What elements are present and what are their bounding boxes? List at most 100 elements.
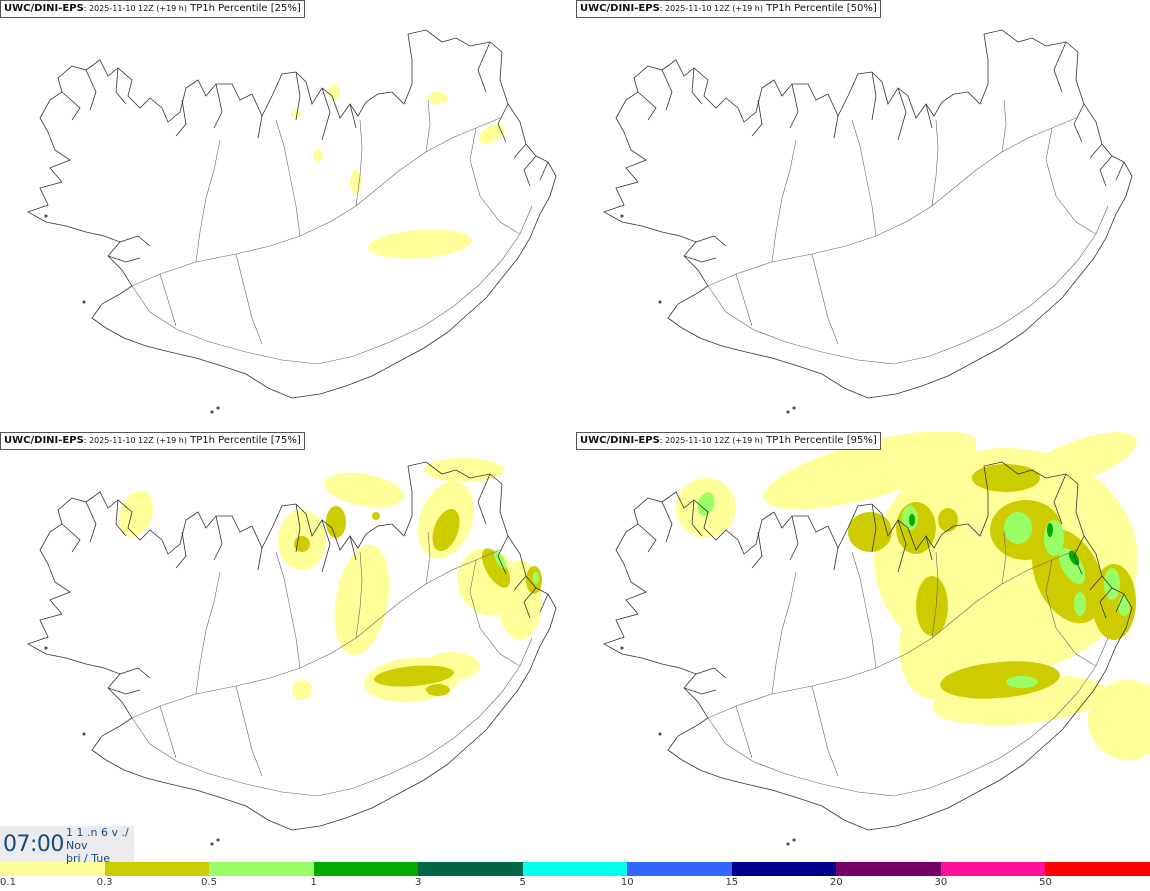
panel-variable: TP1h Percentile: [186, 435, 271, 446]
precip-area: [916, 576, 948, 636]
precip-area: [848, 512, 892, 552]
panel-run-info: : 2025-11-10 12Z (+19 h): [659, 436, 763, 445]
precip-area: [350, 170, 362, 194]
fjord-line: [789, 515, 799, 561]
colorbar-segment: [522, 862, 628, 876]
iceland-map: [27, 458, 557, 846]
precip-area: [368, 229, 472, 259]
island: [792, 838, 796, 842]
colorbar-tick-label: 0.5: [201, 877, 218, 888]
fjord-line: [295, 503, 301, 553]
road-line: [735, 705, 753, 759]
precip-shading: [118, 458, 542, 703]
panel-percentile: [75%]: [270, 435, 301, 446]
fjord-line: [1099, 587, 1113, 619]
road-line: [425, 531, 431, 585]
precip-area: [1092, 564, 1136, 640]
road-line: [275, 551, 301, 669]
iceland-outline: [27, 29, 557, 399]
precip-area: [1058, 547, 1086, 585]
colorbar-segment: [104, 862, 210, 876]
fjord-line: [1073, 103, 1085, 143]
island: [216, 838, 220, 842]
fjord-line: [85, 69, 97, 111]
fjord-line: [925, 103, 933, 129]
fjord-line: [349, 103, 357, 129]
precip-area: [1104, 568, 1120, 600]
road-line: [195, 139, 221, 263]
fjord-line: [833, 547, 839, 571]
road-line: [811, 685, 839, 777]
road-line: [355, 119, 363, 207]
map-panel-p95: UWC/DINI-EPS: 2025-11-10 12Z (+19 h) TP1…: [576, 432, 1150, 862]
panel-source: UWC/DINI-EPS: [580, 3, 660, 14]
fjord-line: [1099, 155, 1113, 187]
iceland-map: [27, 29, 557, 414]
fjord-line: [513, 143, 527, 159]
road-line: [275, 119, 301, 237]
road-line: [425, 99, 431, 153]
road-line: [851, 551, 877, 669]
fjord-line: [539, 161, 549, 181]
island: [620, 214, 624, 218]
colorbar-tick-label: 15: [725, 877, 739, 888]
precip-area: [1047, 523, 1053, 537]
fjord-line: [925, 535, 933, 561]
fjord-line: [871, 71, 877, 121]
fjord-line: [789, 83, 799, 129]
road-line: [131, 549, 501, 719]
panel-percentile: [50%]: [846, 3, 877, 14]
iceland-map: [603, 432, 1150, 846]
road-network: [131, 531, 533, 797]
precip-area: [533, 572, 539, 584]
fjord-line: [497, 103, 509, 143]
precip-area: [334, 544, 390, 656]
colorbar-segment: [0, 862, 105, 876]
road-line: [931, 119, 939, 207]
fjord-line: [85, 501, 97, 543]
fjord-line: [683, 255, 717, 263]
fjord-line: [871, 503, 877, 553]
precip-area: [428, 92, 448, 104]
colorbar-tick-label: 30: [934, 877, 948, 888]
road-line: [159, 273, 177, 327]
road-line: [707, 549, 1077, 719]
precip-area: [479, 124, 505, 144]
fjord-line: [349, 535, 357, 561]
coastline: [603, 461, 1133, 831]
fjord-line: [107, 255, 141, 263]
colorbar-tick-label: 0.1: [0, 877, 16, 888]
island: [658, 732, 662, 736]
road-network: [131, 99, 533, 365]
coastline: [27, 29, 557, 399]
fjord-line: [175, 531, 187, 569]
precip-area: [328, 84, 340, 100]
colorbar-segment: [731, 862, 837, 876]
road-network: [707, 531, 1109, 797]
precip-area: [482, 548, 510, 588]
road-line: [735, 273, 753, 327]
fjord-line: [1115, 161, 1125, 181]
panel-title: UWC/DINI-EPS: 2025-11-10 12Z (+19 h) TP1…: [576, 432, 881, 450]
precip-area: [292, 680, 312, 700]
iceland-outline: [603, 461, 1133, 831]
fjord-line: [661, 501, 673, 543]
precip-area: [972, 464, 1040, 492]
colorbar-tick-label: 3: [414, 877, 422, 888]
panel-title: UWC/DINI-EPS: 2025-11-10 12Z (+19 h) TP1…: [0, 0, 305, 18]
fjord-line: [523, 155, 537, 187]
precip-area: [426, 684, 450, 696]
colorbar-segment: [1045, 862, 1150, 876]
colorbar-segment: [627, 862, 732, 876]
colorbar-segment: [836, 862, 941, 876]
coastline: [603, 29, 1133, 399]
panel-run-info: : 2025-11-10 12Z (+19 h): [659, 4, 763, 13]
fjord-line: [497, 535, 509, 575]
colorbar-tick-label: 5: [519, 877, 526, 888]
fjord-line: [637, 523, 657, 553]
precip-area: [1023, 432, 1137, 488]
road-line: [131, 637, 533, 797]
road-line: [469, 559, 521, 667]
colorbar-segment: [209, 862, 314, 876]
precip-area: [763, 432, 977, 510]
